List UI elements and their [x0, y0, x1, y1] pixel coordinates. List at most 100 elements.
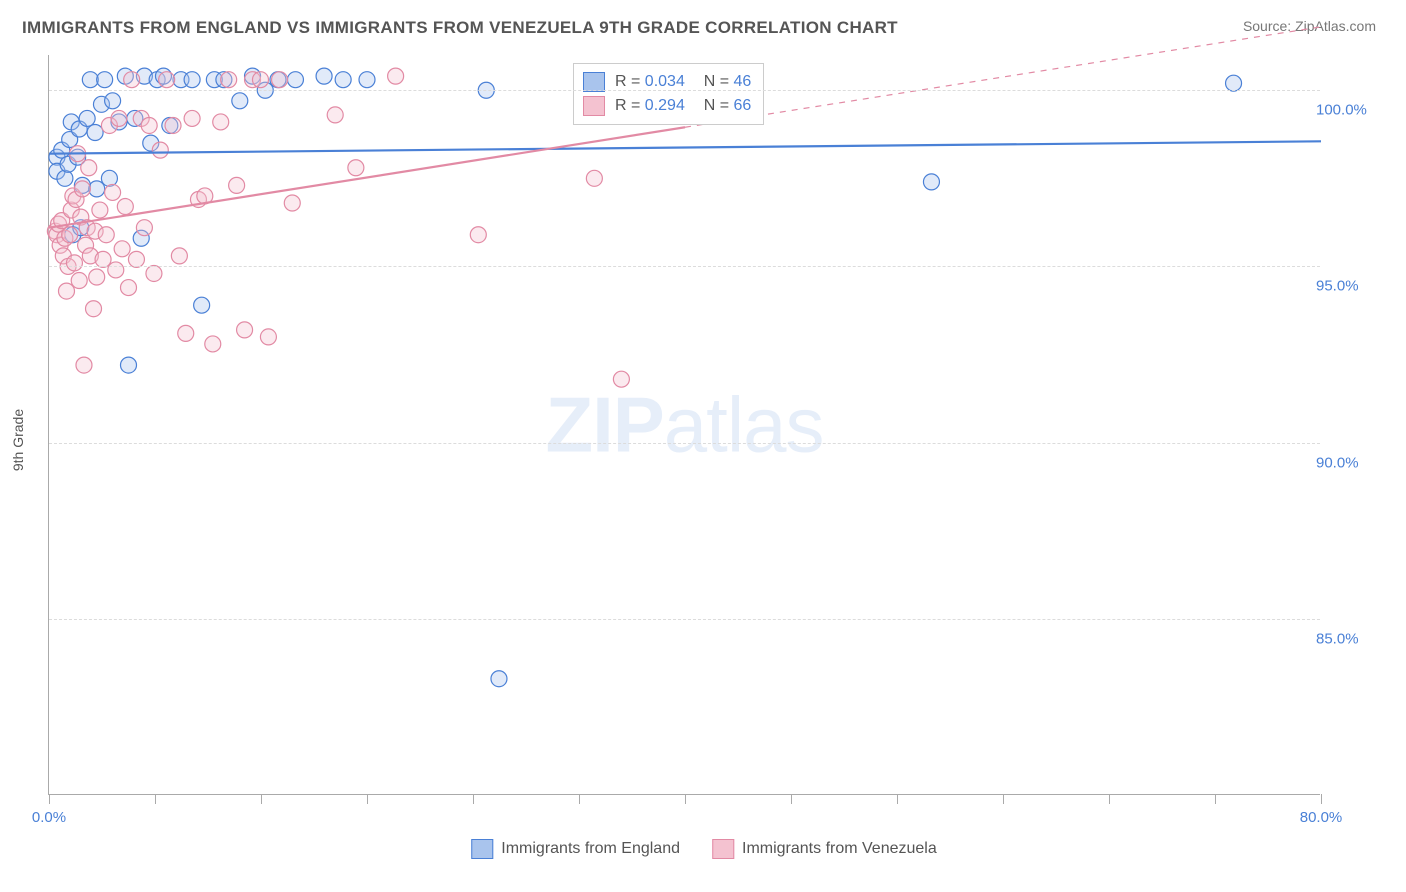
data-point [114, 241, 130, 257]
x-tick [1321, 794, 1322, 804]
data-point [97, 72, 113, 88]
y-tick-label: 100.0% [1316, 102, 1376, 119]
data-point [178, 325, 194, 341]
y-tick-label: 95.0% [1316, 278, 1376, 295]
data-point [58, 283, 74, 299]
data-point [184, 110, 200, 126]
legend-item: Immigrants from England [471, 839, 680, 859]
chart-container: 9th Grade ZIPatlas R = 0.034 N = 46R = 0… [48, 55, 1360, 825]
y-axis-label: 9th Grade [10, 409, 26, 471]
data-point [71, 273, 87, 289]
data-point [101, 170, 117, 186]
x-tick [49, 794, 50, 804]
data-point [86, 301, 102, 317]
data-point [184, 72, 200, 88]
data-point [76, 357, 92, 373]
data-point [252, 72, 268, 88]
legend-swatch [583, 96, 605, 116]
trend-line [49, 141, 1321, 153]
r-stat: R = 0.034 [615, 73, 685, 91]
x-tick [367, 794, 368, 804]
data-point [287, 72, 303, 88]
data-point [221, 72, 237, 88]
data-point [121, 280, 137, 296]
data-point [95, 251, 111, 267]
data-point [316, 68, 332, 84]
correlation-stats-box: R = 0.034 N = 46 R = 0.294 N = 66 [573, 63, 764, 125]
legend-label: Immigrants from Venezuela [742, 840, 937, 858]
x-tick [473, 794, 474, 804]
data-point [105, 184, 121, 200]
x-tick [1215, 794, 1216, 804]
data-point [359, 72, 375, 88]
gridline [49, 266, 1320, 267]
data-point [62, 227, 78, 243]
data-point [117, 199, 133, 215]
data-point [57, 170, 73, 186]
data-point [87, 125, 103, 141]
data-point [92, 202, 108, 218]
data-point [136, 220, 152, 236]
data-point [128, 251, 144, 267]
data-point [335, 72, 351, 88]
data-point [923, 174, 939, 190]
data-point [237, 322, 253, 338]
data-point [491, 671, 507, 687]
data-point [205, 336, 221, 352]
x-tick-label: 80.0% [1300, 809, 1343, 826]
data-point [74, 181, 90, 197]
legend-stats-row: R = 0.294 N = 66 [583, 94, 751, 118]
x-tick [579, 794, 580, 804]
gridline [49, 619, 1320, 620]
legend-swatch [583, 72, 605, 92]
data-point [388, 68, 404, 84]
data-point [327, 107, 343, 123]
data-point [66, 255, 82, 271]
n-stat: N = 46 [695, 73, 751, 91]
legend-label: Immigrants from England [501, 840, 680, 858]
y-tick-label: 85.0% [1316, 630, 1376, 647]
data-point [260, 329, 276, 345]
x-tick [897, 794, 898, 804]
data-point [470, 227, 486, 243]
legend-item: Immigrants from Venezuela [712, 839, 937, 859]
gridline [49, 90, 1320, 91]
data-point [229, 177, 245, 193]
data-point [348, 160, 364, 176]
data-point [171, 248, 187, 264]
x-tick-label: 0.0% [32, 809, 66, 826]
data-point [586, 170, 602, 186]
legend-swatch [712, 839, 734, 859]
data-point [89, 269, 105, 285]
scatter-svg [49, 55, 1320, 794]
n-stat: N = 66 [695, 97, 751, 115]
x-tick [791, 794, 792, 804]
chart-title: IMMIGRANTS FROM ENGLAND VS IMMIGRANTS FR… [22, 18, 898, 38]
data-point [284, 195, 300, 211]
data-point [98, 227, 114, 243]
x-tick [685, 794, 686, 804]
data-point [89, 181, 105, 197]
gridline [49, 443, 1320, 444]
data-point [105, 93, 121, 109]
data-point [79, 110, 95, 126]
data-point [141, 117, 157, 133]
series-legend: Immigrants from England Immigrants from V… [471, 839, 936, 859]
x-tick [1109, 794, 1110, 804]
data-point [1226, 75, 1242, 91]
data-point [81, 160, 97, 176]
data-point [232, 93, 248, 109]
data-point [82, 72, 98, 88]
legend-swatch [471, 839, 493, 859]
data-point [124, 72, 140, 88]
data-point [165, 117, 181, 133]
data-point [613, 371, 629, 387]
data-point [159, 72, 175, 88]
source-attribution: Source: ZipAtlas.com [1243, 18, 1376, 34]
data-point [111, 110, 127, 126]
x-tick [261, 794, 262, 804]
r-stat: R = 0.294 [615, 97, 685, 115]
data-point [194, 297, 210, 313]
data-point [152, 142, 168, 158]
data-point [121, 357, 137, 373]
